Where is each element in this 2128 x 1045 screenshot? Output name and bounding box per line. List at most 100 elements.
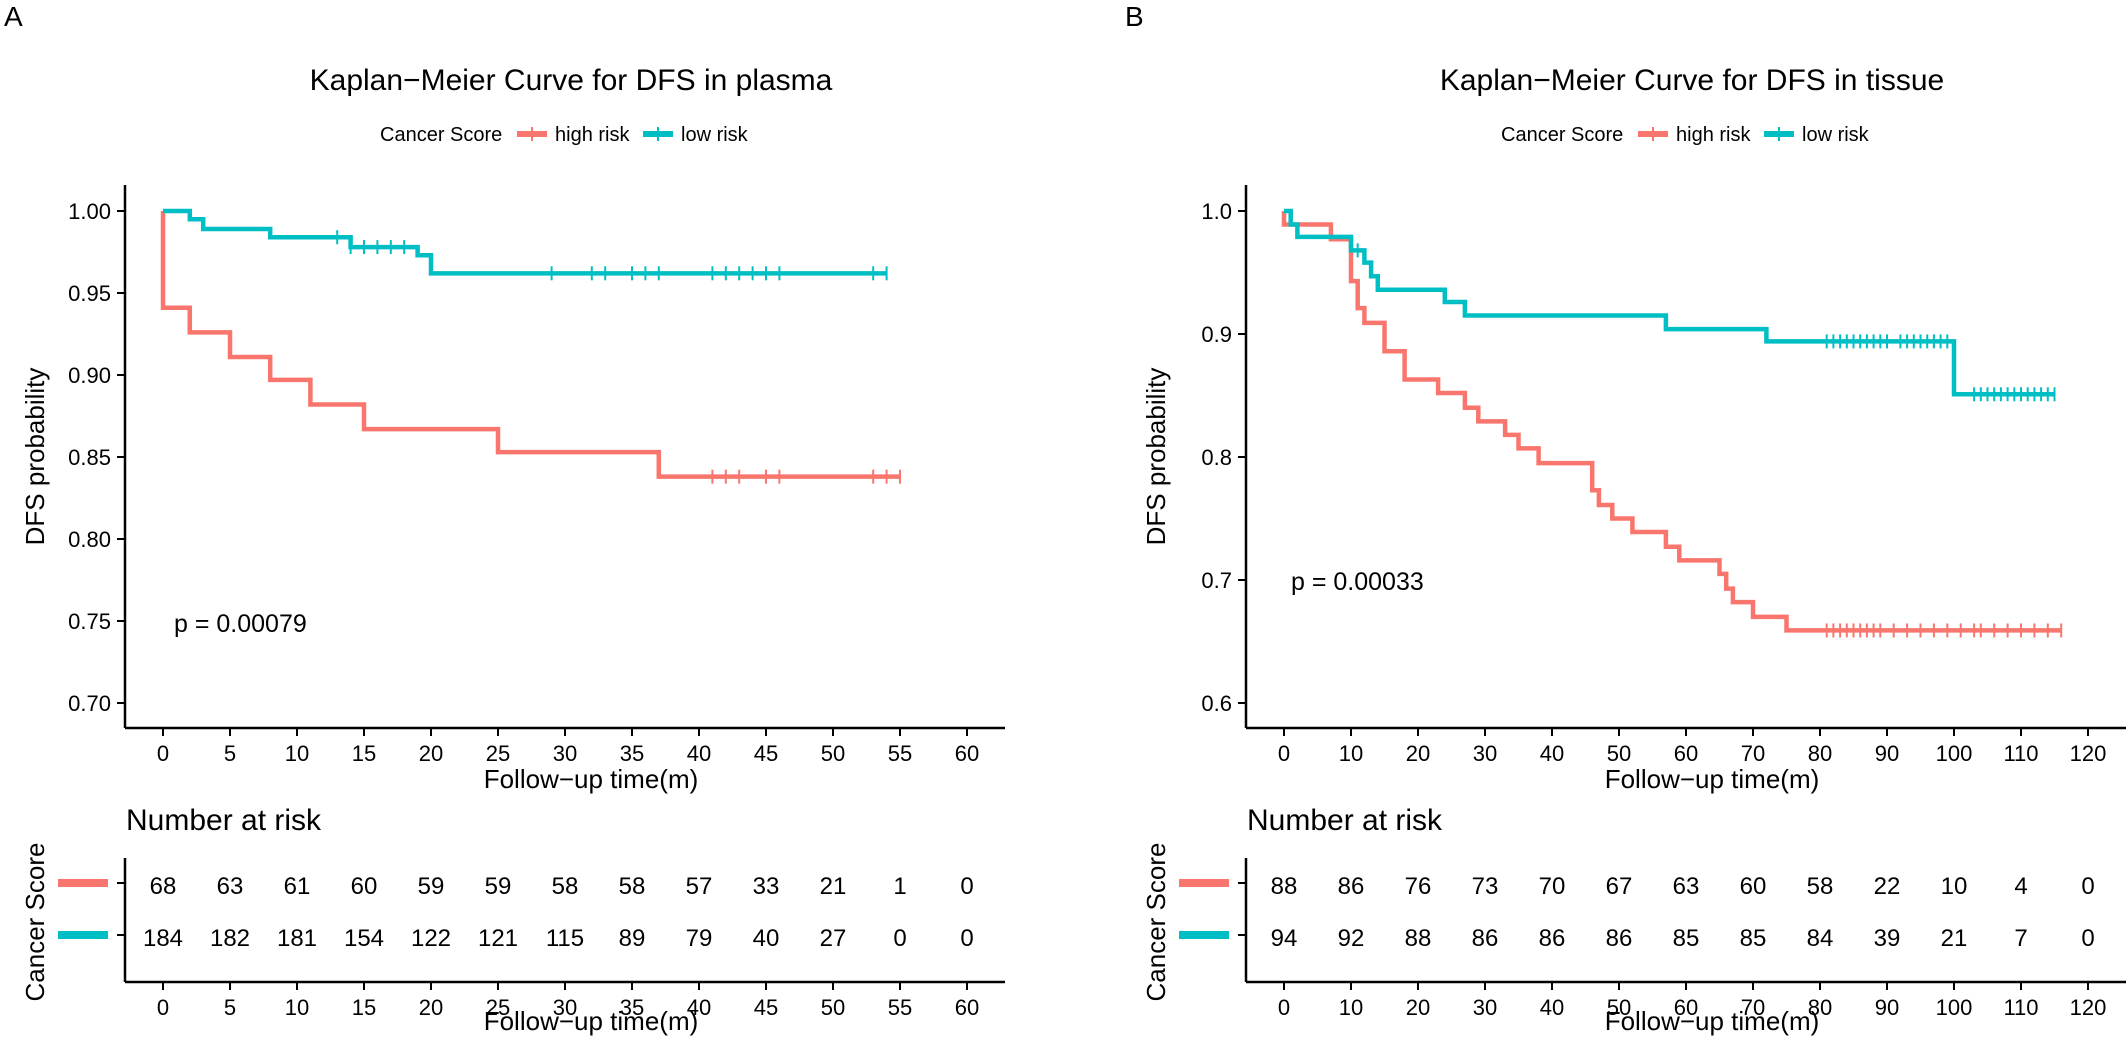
y-axis-title: DFS probability bbox=[1141, 368, 1171, 546]
risk-count-high-risk: 73 bbox=[1472, 873, 1499, 900]
risk-count-low-risk: 7 bbox=[2014, 925, 2027, 952]
risk-table-title: Number at risk bbox=[1247, 804, 1443, 837]
risk-count-low-risk: 86 bbox=[1606, 925, 1633, 952]
curve-high-risk bbox=[1281, 211, 2062, 633]
x-tick-label: 10 bbox=[1339, 741, 1363, 766]
p-value: p = 0.00033 bbox=[1291, 568, 1424, 596]
risk-count-low-risk: 122 bbox=[411, 925, 451, 952]
y-axis-title: DFS probability bbox=[20, 368, 50, 546]
risk-count-high-risk: 88 bbox=[1271, 873, 1298, 900]
legend: Cancer Score high risk low risk bbox=[1501, 124, 1870, 146]
risk-count-high-risk: 21 bbox=[820, 873, 847, 900]
y-tick-label: 0.90 bbox=[68, 363, 111, 388]
risk-count-low-risk: 40 bbox=[753, 925, 780, 952]
x-tick-label: 100 bbox=[1936, 741, 1973, 766]
x-tick-label: 15 bbox=[352, 741, 376, 766]
legend-title: Cancer Score bbox=[380, 124, 502, 146]
risk-count-high-risk: 58 bbox=[619, 873, 646, 900]
risk-count-high-risk: 57 bbox=[686, 873, 713, 900]
y-tick-label: 0.70 bbox=[68, 691, 111, 716]
x-tick-label: 30 bbox=[1473, 741, 1497, 766]
x-tick-label: 35 bbox=[620, 741, 644, 766]
y-tick-label: 0.7 bbox=[1201, 568, 1232, 593]
risk-x-tick-label: 0 bbox=[157, 995, 169, 1020]
risk-x-tick-label: 40 bbox=[687, 995, 711, 1020]
risk-x-tick-label: 80 bbox=[1808, 995, 1832, 1020]
chart-title: Kaplan−Meier Curve for DFS in plasma bbox=[310, 64, 833, 97]
risk-x-tick-label: 20 bbox=[419, 995, 443, 1020]
risk-x-tick-label: 120 bbox=[2070, 995, 2107, 1020]
x-tick-label: 5 bbox=[224, 741, 236, 766]
y-tick-label: 1.00 bbox=[68, 199, 111, 224]
risk-table-title: Number at risk bbox=[126, 804, 322, 837]
risk-count-low-risk: 0 bbox=[893, 925, 906, 952]
x-tick-label: 10 bbox=[285, 741, 309, 766]
legend-label-low-risk: low risk bbox=[1802, 124, 1870, 146]
risk-count-high-risk: 86 bbox=[1338, 873, 1365, 900]
x-tick-label: 90 bbox=[1875, 741, 1899, 766]
risk-count-low-risk: 89 bbox=[619, 925, 646, 952]
y-tick-label: 0.85 bbox=[68, 445, 111, 470]
risk-count-high-risk: 58 bbox=[552, 873, 579, 900]
risk-count-high-risk: 1 bbox=[893, 873, 906, 900]
risk-x-tick-label: 25 bbox=[486, 995, 510, 1020]
risk-x-tick-label: 0 bbox=[1278, 995, 1290, 1020]
y-tick-label: 0.95 bbox=[68, 281, 111, 306]
risk-count-high-risk: 60 bbox=[1740, 873, 1767, 900]
risk-count-low-risk: 39 bbox=[1874, 925, 1901, 952]
risk-x-tick-label: 40 bbox=[1540, 995, 1564, 1020]
risk-count-high-risk: 63 bbox=[217, 873, 244, 900]
y-tick-label: 0.75 bbox=[68, 609, 111, 634]
legend-label-low-risk: low risk bbox=[681, 124, 749, 146]
risk-x-tick-label: 70 bbox=[1741, 995, 1765, 1020]
risk-count-high-risk: 76 bbox=[1405, 873, 1432, 900]
risk-x-tick-label: 60 bbox=[1674, 995, 1698, 1020]
risk-x-tick-label: 10 bbox=[285, 995, 309, 1020]
risk-x-tick-label: 45 bbox=[754, 995, 778, 1020]
curve-high-risk bbox=[160, 211, 900, 479]
risk-count-high-risk: 68 bbox=[150, 873, 177, 900]
x-tick-label: 70 bbox=[1741, 741, 1765, 766]
y-tick-label: 1.0 bbox=[1201, 199, 1232, 224]
legend-label-high-risk: high risk bbox=[1676, 124, 1751, 146]
risk-x-axis-title: Follow−up time(m) bbox=[1605, 1006, 1820, 1036]
risk-count-low-risk: 0 bbox=[2081, 925, 2094, 952]
p-value: p = 0.00079 bbox=[174, 610, 307, 638]
risk-count-low-risk: 94 bbox=[1271, 925, 1298, 952]
panel-label: A bbox=[4, 1, 23, 32]
risk-count-low-risk: 154 bbox=[344, 925, 384, 952]
risk-count-high-risk: 0 bbox=[960, 873, 973, 900]
panel-a: A Kaplan−Meier Curve for DFS in plasma Can… bbox=[4, 1, 1005, 1036]
risk-x-tick-label: 110 bbox=[2003, 995, 2038, 1020]
risk-count-high-risk: 70 bbox=[1539, 873, 1566, 900]
y-tick-label: 0.6 bbox=[1201, 691, 1232, 716]
risk-count-low-risk: 86 bbox=[1472, 925, 1499, 952]
chart-title: Kaplan−Meier Curve for DFS in tissue bbox=[1440, 64, 1944, 97]
risk-count-high-risk: 10 bbox=[1941, 873, 1968, 900]
x-tick-label: 0 bbox=[1278, 741, 1290, 766]
risk-x-axis-title: Follow−up time(m) bbox=[484, 1006, 699, 1036]
legend-title: Cancer Score bbox=[1501, 124, 1623, 146]
x-tick-label: 50 bbox=[821, 741, 845, 766]
risk-count-low-risk: 84 bbox=[1807, 925, 1834, 952]
risk-count-low-risk: 182 bbox=[210, 925, 250, 952]
risk-count-high-risk: 58 bbox=[1807, 873, 1834, 900]
risk-count-low-risk: 79 bbox=[686, 925, 713, 952]
risk-count-high-risk: 63 bbox=[1673, 873, 1700, 900]
risk-count-high-risk: 61 bbox=[284, 873, 311, 900]
risk-x-tick-label: 20 bbox=[1406, 995, 1430, 1020]
risk-count-high-risk: 60 bbox=[351, 873, 378, 900]
risk-count-low-risk: 121 bbox=[478, 925, 518, 952]
risk-count-low-risk: 92 bbox=[1338, 925, 1365, 952]
risk-x-tick-label: 90 bbox=[1875, 995, 1899, 1020]
x-tick-label: 20 bbox=[1406, 741, 1430, 766]
x-tick-label: 40 bbox=[1540, 741, 1564, 766]
x-tick-label: 0 bbox=[157, 741, 169, 766]
risk-x-tick-label: 30 bbox=[553, 995, 577, 1020]
risk-count-high-risk: 67 bbox=[1606, 873, 1633, 900]
x-tick-label: 55 bbox=[888, 741, 912, 766]
risk-x-tick-label: 50 bbox=[1607, 995, 1631, 1020]
y-tick-label: 0.9 bbox=[1201, 322, 1232, 347]
y-tick-label: 0.80 bbox=[68, 527, 111, 552]
risk-count-low-risk: 21 bbox=[1941, 925, 1968, 952]
